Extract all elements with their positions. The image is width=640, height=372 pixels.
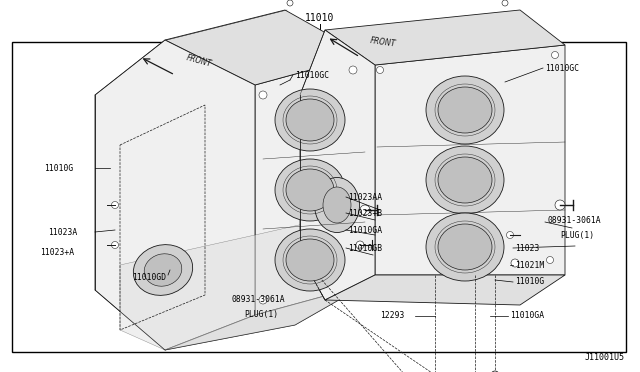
Polygon shape bbox=[325, 10, 565, 65]
Circle shape bbox=[555, 200, 565, 210]
Polygon shape bbox=[95, 40, 255, 350]
Text: 11023: 11023 bbox=[515, 244, 540, 253]
Text: J11001U5: J11001U5 bbox=[585, 353, 625, 362]
Ellipse shape bbox=[426, 213, 504, 281]
Polygon shape bbox=[165, 10, 365, 85]
Ellipse shape bbox=[438, 157, 492, 203]
Ellipse shape bbox=[426, 76, 504, 144]
Text: 11010GD: 11010GD bbox=[132, 273, 166, 282]
Circle shape bbox=[287, 0, 293, 6]
Text: 11023AA: 11023AA bbox=[348, 192, 382, 202]
Ellipse shape bbox=[133, 245, 193, 295]
Circle shape bbox=[259, 296, 267, 304]
Circle shape bbox=[111, 241, 118, 248]
Circle shape bbox=[506, 231, 513, 238]
Text: 11023+B: 11023+B bbox=[348, 208, 382, 218]
Ellipse shape bbox=[323, 187, 351, 223]
Text: 08931-3061A: 08931-3061A bbox=[232, 295, 285, 305]
Ellipse shape bbox=[438, 87, 492, 133]
Circle shape bbox=[491, 371, 499, 372]
Ellipse shape bbox=[144, 254, 182, 286]
Circle shape bbox=[376, 67, 383, 74]
Text: 11010GC: 11010GC bbox=[545, 64, 579, 73]
Text: 08931-3061A: 08931-3061A bbox=[548, 215, 602, 224]
Ellipse shape bbox=[438, 224, 492, 270]
Text: 11023A: 11023A bbox=[48, 228, 77, 237]
Bar bbox=[12, 42, 626, 352]
Circle shape bbox=[360, 205, 370, 215]
Ellipse shape bbox=[286, 99, 334, 141]
Text: 12293: 12293 bbox=[380, 311, 404, 321]
Circle shape bbox=[356, 241, 364, 249]
Text: 11023+A: 11023+A bbox=[40, 247, 74, 257]
Ellipse shape bbox=[275, 159, 345, 221]
Text: 11010G: 11010G bbox=[515, 278, 544, 286]
Text: FRONT: FRONT bbox=[185, 54, 212, 69]
Text: 11010GA: 11010GA bbox=[348, 225, 382, 234]
Polygon shape bbox=[325, 275, 565, 305]
Text: 11010GA: 11010GA bbox=[510, 311, 544, 321]
Polygon shape bbox=[300, 30, 375, 300]
Ellipse shape bbox=[275, 229, 345, 291]
Circle shape bbox=[552, 51, 559, 58]
Circle shape bbox=[259, 91, 267, 99]
Ellipse shape bbox=[275, 89, 345, 151]
Text: 11010GB: 11010GB bbox=[348, 244, 382, 253]
Ellipse shape bbox=[314, 177, 360, 232]
Polygon shape bbox=[165, 285, 365, 350]
Ellipse shape bbox=[286, 239, 334, 281]
Text: PLUG(1): PLUG(1) bbox=[244, 311, 278, 320]
Polygon shape bbox=[375, 45, 565, 275]
Circle shape bbox=[547, 257, 554, 263]
Circle shape bbox=[111, 202, 118, 208]
Text: 11010: 11010 bbox=[305, 13, 335, 23]
Ellipse shape bbox=[426, 146, 504, 214]
Text: PLUG(1): PLUG(1) bbox=[560, 231, 594, 240]
Polygon shape bbox=[120, 210, 365, 350]
Circle shape bbox=[502, 0, 508, 6]
Circle shape bbox=[349, 66, 357, 74]
Ellipse shape bbox=[286, 169, 334, 211]
Text: 11010G: 11010G bbox=[44, 164, 73, 173]
Polygon shape bbox=[255, 55, 365, 315]
Text: FRONT: FRONT bbox=[370, 36, 397, 49]
Text: 11021M: 11021M bbox=[515, 260, 544, 269]
Circle shape bbox=[511, 259, 519, 267]
Text: 11010GC: 11010GC bbox=[295, 71, 329, 80]
